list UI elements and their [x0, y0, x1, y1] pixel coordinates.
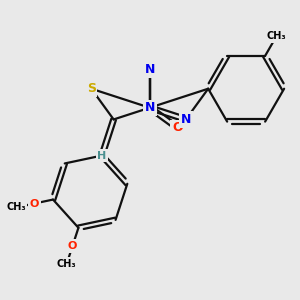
Text: CH₃: CH₃ — [267, 31, 286, 41]
Text: N: N — [145, 101, 155, 114]
Text: N: N — [145, 63, 155, 76]
Text: O: O — [30, 199, 39, 208]
Text: CH₃: CH₃ — [57, 259, 76, 269]
Text: CH₃: CH₃ — [6, 202, 26, 212]
Text: O: O — [172, 121, 183, 134]
Text: N: N — [181, 113, 191, 126]
Text: H: H — [97, 151, 106, 160]
Text: O: O — [68, 241, 77, 251]
Text: S: S — [87, 82, 96, 95]
